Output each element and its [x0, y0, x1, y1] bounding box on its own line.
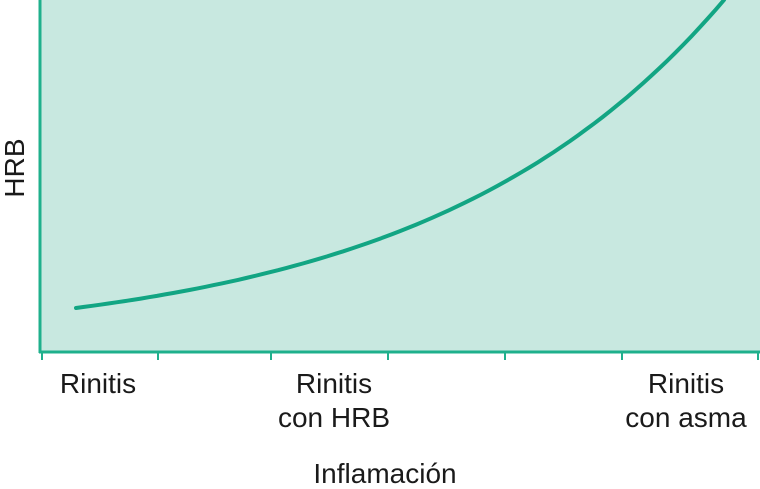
x-tick-label-line: Rinitis	[648, 368, 724, 399]
x-tick-label-rinitis-con-asma: Rinitis con asma	[625, 368, 747, 433]
x-axis-ticks	[41, 352, 759, 360]
x-tick-label-line: Rinitis	[60, 368, 136, 399]
x-tick-label-rinitis: Rinitis	[60, 368, 136, 399]
x-tick-label-rinitis-con-hrb: Rinitis con HRB	[278, 368, 390, 433]
x-tick-label-line: Rinitis	[296, 368, 372, 399]
x-axis-label: Inflamación	[313, 458, 456, 489]
x-tick-label-line: con HRB	[278, 402, 390, 433]
hrb-curve	[74, 0, 726, 310]
x-tick-label-line: con asma	[625, 402, 747, 433]
y-axis-label: HRB	[0, 138, 30, 197]
